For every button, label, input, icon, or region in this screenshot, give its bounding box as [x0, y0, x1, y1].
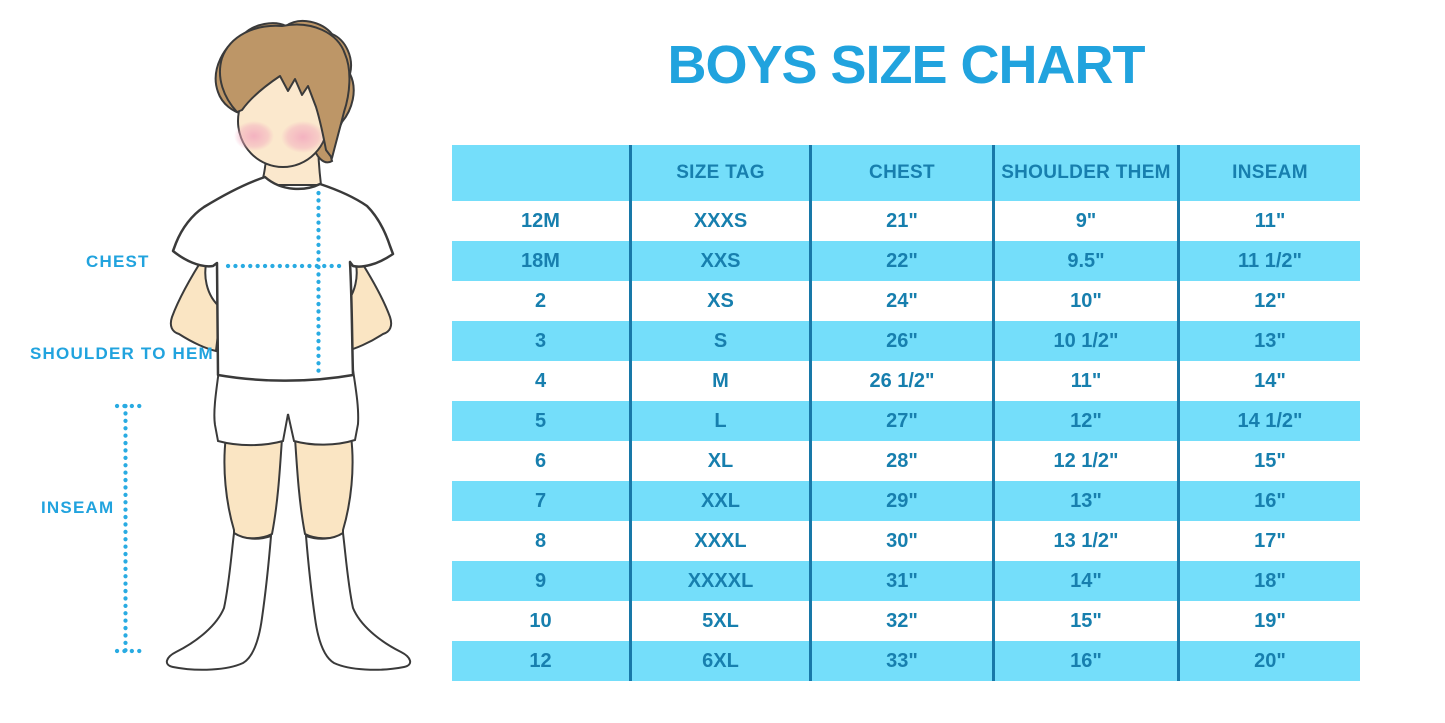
- right-leg: [293, 434, 354, 540]
- table-cell: 5XL: [632, 601, 812, 641]
- table-row: 18M XXS 22" 9.5" 11 1/2": [452, 241, 1360, 281]
- table-cell: 2: [452, 281, 632, 321]
- table-cell: XXXXL: [632, 561, 812, 601]
- table-cell: 17": [1180, 521, 1360, 561]
- table-cell: 7: [452, 481, 632, 521]
- shorts: [213, 369, 360, 447]
- table-cell: 30": [812, 521, 995, 561]
- table-cell: XXXL: [632, 521, 812, 561]
- header-cell: SIZE TAG: [632, 145, 812, 201]
- header-cell: CHEST: [812, 145, 995, 201]
- table-cell: 14": [1180, 361, 1360, 401]
- table-cell: 21": [812, 201, 995, 241]
- table-cell: 12M: [452, 201, 632, 241]
- table-cell: 18M: [452, 241, 632, 281]
- table-cell: 9.5": [995, 241, 1180, 281]
- table-cell: 11 1/2": [1180, 241, 1360, 281]
- page-title: BOYS SIZE CHART: [667, 35, 1145, 95]
- left-sock: [165, 531, 273, 671]
- table-cell: 18": [1180, 561, 1360, 601]
- table-cell: 5: [452, 401, 632, 441]
- table-cell: 11": [995, 361, 1180, 401]
- table-cell: 19": [1180, 601, 1360, 641]
- table-row: 6 XL 28" 12 1/2" 15": [452, 441, 1360, 481]
- table-cell: 13": [1180, 321, 1360, 361]
- table-row: 7 XXL 29" 13" 16": [452, 481, 1360, 521]
- table-row: 2 XS 24" 10" 12": [452, 281, 1360, 321]
- header-cell: INSEAM: [1180, 145, 1360, 201]
- header-cell: SHOULDER THEM: [995, 145, 1180, 201]
- table-cell: 6XL: [632, 641, 812, 681]
- blush-left: [234, 121, 274, 151]
- t-shirt: [171, 175, 395, 382]
- table-cell: 3: [452, 321, 632, 361]
- table-cell: M: [632, 361, 812, 401]
- table-cell: XL: [632, 441, 812, 481]
- table-cell: 13": [995, 481, 1180, 521]
- size-table: SIZE TAG CHEST SHOULDER THEM INSEAM 12M XXXS 2…: [452, 145, 1360, 681]
- table-cell: 29": [812, 481, 995, 521]
- table-cell: 27": [812, 401, 995, 441]
- table-cell: XXS: [632, 241, 812, 281]
- table-cell: 8: [452, 521, 632, 561]
- table-row: 12 6XL 33" 16" 20": [452, 641, 1360, 681]
- table-cell: XS: [632, 281, 812, 321]
- table-cell: 12: [452, 641, 632, 681]
- table-cell: XXL: [632, 481, 812, 521]
- table-cell: 28": [812, 441, 995, 481]
- blush-right: [281, 121, 325, 153]
- table-cell: 20": [1180, 641, 1360, 681]
- header-cell: [452, 145, 632, 201]
- left-arm: [169, 249, 223, 353]
- header-row: SIZE TAG CHEST SHOULDER THEM INSEAM: [452, 145, 1360, 201]
- table-cell: 12": [995, 401, 1180, 441]
- table-cell: 16": [1180, 481, 1360, 521]
- table-cell: 24": [812, 281, 995, 321]
- table-cell: 26": [812, 321, 995, 361]
- table-cell: 10 1/2": [995, 321, 1180, 361]
- table-row: 4 M 26 1/2" 11" 14": [452, 361, 1360, 401]
- table-row: 3 S 26" 10 1/2" 13": [452, 321, 1360, 361]
- table-cell: 33": [812, 641, 995, 681]
- table-cell: 14": [995, 561, 1180, 601]
- shoulder-to-hem-label: SHOULDER TO HEM: [30, 344, 214, 363]
- table-row: 12M XXXS 21" 9" 11": [452, 201, 1360, 241]
- left-leg: [223, 434, 284, 540]
- table-cell: S: [632, 321, 812, 361]
- table-cell: 10": [995, 281, 1180, 321]
- table-cell: 26 1/2": [812, 361, 995, 401]
- table-cell: 12 1/2": [995, 441, 1180, 481]
- table-row: 5 L 27" 12" 14 1/2": [452, 401, 1360, 441]
- table-cell: 22": [812, 241, 995, 281]
- table-cell: 10: [452, 601, 632, 641]
- table-cell: 11": [1180, 201, 1360, 241]
- table-row: 8 XXXL 30" 13 1/2" 17": [452, 521, 1360, 561]
- table-cell: 6: [452, 441, 632, 481]
- table-cell: 32": [812, 601, 995, 641]
- table-cell: 16": [995, 641, 1180, 681]
- table-cell: 12": [1180, 281, 1360, 321]
- table-cell: 4: [452, 361, 632, 401]
- right-arm: [339, 249, 393, 353]
- table-row: 9 XXXXL 31" 14" 18": [452, 561, 1360, 601]
- table-cell: 13 1/2": [995, 521, 1180, 561]
- right-sock: [304, 531, 412, 671]
- table-cell: 14 1/2": [1180, 401, 1360, 441]
- table-cell: XXXS: [632, 201, 812, 241]
- table-cell: 9: [452, 561, 632, 601]
- chest-label: CHEST: [86, 252, 150, 271]
- table-cell: 9": [995, 201, 1180, 241]
- boy-illustration: [114, 19, 412, 671]
- table-cell: 31": [812, 561, 995, 601]
- table-row: 10 5XL 32" 15" 19": [452, 601, 1360, 641]
- hair-fringe: [218, 23, 351, 159]
- table-cell: 15": [1180, 441, 1360, 481]
- inseam-label: INSEAM: [41, 498, 115, 517]
- table-cell: 15": [995, 601, 1180, 641]
- table-cell: L: [632, 401, 812, 441]
